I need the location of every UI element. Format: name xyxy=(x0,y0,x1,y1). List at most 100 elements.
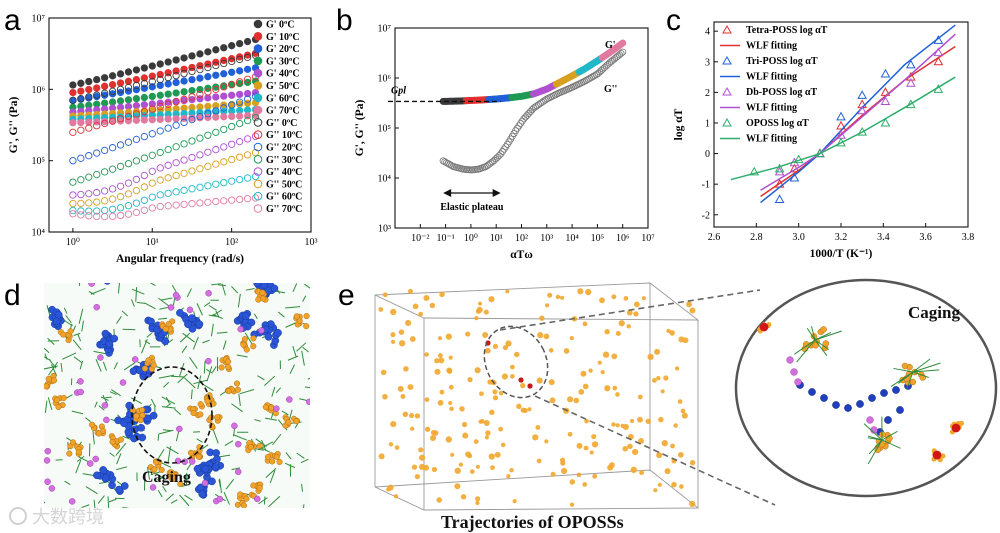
chain-segment xyxy=(135,287,138,302)
chain-segment xyxy=(92,430,95,445)
oposs-point xyxy=(513,351,520,358)
side-chain xyxy=(814,330,842,341)
chain-segment xyxy=(108,498,117,503)
x-tick-label-c: 2.6 xyxy=(708,232,721,243)
data-point xyxy=(196,85,204,94)
y-axis-title-c: log αT xyxy=(673,108,685,140)
oposs-point xyxy=(418,463,426,471)
data-point xyxy=(220,92,228,100)
oposs-point xyxy=(434,358,440,364)
chain-segment xyxy=(212,430,219,444)
chart-b: 10⁻² 10⁻¹ 10⁰ 10¹ 10² 10³ 10⁴ 10⁵ 10⁶ 10⁷ 10³ 10⁴ 10… xyxy=(354,24,655,262)
tracer-bead xyxy=(951,423,961,433)
data-point xyxy=(132,199,141,207)
chain-segment xyxy=(179,362,185,377)
data-point xyxy=(212,107,220,115)
data-point xyxy=(116,85,125,94)
data-point xyxy=(774,194,785,203)
oposs-point xyxy=(449,406,454,412)
data-point xyxy=(251,148,260,157)
cage-bead xyxy=(264,453,271,461)
data-point xyxy=(235,78,244,86)
oposs-point xyxy=(563,348,570,354)
data-point xyxy=(93,212,101,221)
cage-bead xyxy=(262,404,269,411)
data-point xyxy=(857,105,868,115)
cage-bead xyxy=(250,335,257,342)
oposs-point xyxy=(630,466,638,474)
oposs-point xyxy=(633,301,640,308)
oposs-point xyxy=(637,416,643,423)
data-point xyxy=(124,138,133,146)
cage-bead xyxy=(190,409,197,417)
cage-bead xyxy=(44,383,50,390)
elastic-plateau-label: Elastic plateau xyxy=(440,202,503,213)
cage-bead xyxy=(901,362,909,370)
data-point xyxy=(228,112,236,121)
oposs-point xyxy=(438,357,445,364)
plot-area-b xyxy=(439,39,627,174)
cage-bead xyxy=(259,289,266,296)
data-point xyxy=(148,72,156,80)
chain-segment xyxy=(186,288,192,298)
chain-segment xyxy=(302,346,309,353)
chain-segment xyxy=(236,354,248,358)
oposs-point xyxy=(483,420,490,427)
data-point xyxy=(196,113,204,121)
x-tick-label-a: 10² xyxy=(225,237,238,248)
data-point xyxy=(220,113,228,121)
chain-segment xyxy=(258,497,268,505)
chain-segment xyxy=(88,283,90,284)
chain-segment xyxy=(272,433,282,445)
data-point xyxy=(108,90,117,98)
data-point xyxy=(212,128,220,136)
data-point xyxy=(251,172,260,181)
master-curve-point xyxy=(619,48,627,56)
data-point xyxy=(69,128,77,136)
chain-segment xyxy=(76,455,85,462)
oposs-point xyxy=(473,439,479,444)
data-point xyxy=(85,124,93,132)
pink-bead xyxy=(205,357,212,365)
data-point xyxy=(933,47,944,57)
legend-label: Db-POSS log αT xyxy=(746,87,817,98)
pink-bead xyxy=(44,478,51,485)
oposs-point xyxy=(454,467,461,474)
master-curve-point xyxy=(589,73,597,81)
data-point xyxy=(108,117,117,125)
oposs-point xyxy=(663,375,669,381)
chain-segment xyxy=(181,345,188,353)
oposs-point xyxy=(475,496,481,502)
data-point xyxy=(180,77,188,85)
data-point xyxy=(188,75,196,84)
data-point xyxy=(204,63,212,72)
chain-segment xyxy=(144,302,156,310)
oposs-point xyxy=(469,469,475,474)
data-point xyxy=(906,59,916,69)
side-chain xyxy=(906,371,914,389)
chain-segment xyxy=(212,309,223,317)
data-point xyxy=(148,62,156,70)
blue-bead xyxy=(129,367,138,376)
data-point xyxy=(172,56,180,64)
linker-bead xyxy=(866,416,874,424)
chain-segment xyxy=(97,495,105,504)
chain-segment xyxy=(202,339,210,344)
oposs-point xyxy=(382,292,388,298)
legend-c: Tetra-POSS log αT WLF fitting Tri-POSS log… xyxy=(720,24,828,145)
data-point xyxy=(251,194,260,202)
oposs-point xyxy=(588,368,593,373)
chain-segment xyxy=(284,462,295,469)
chain-segment xyxy=(303,504,305,508)
chain-segment xyxy=(85,486,98,495)
oposs-point xyxy=(448,400,453,406)
chain-segment xyxy=(121,310,129,317)
cage-bead xyxy=(150,362,157,369)
legend-marker xyxy=(722,55,732,65)
data-point xyxy=(235,175,244,184)
oposs-point xyxy=(509,467,514,473)
chain-segment xyxy=(116,316,122,324)
oposs-point xyxy=(622,445,629,452)
data-point xyxy=(93,198,101,206)
data-point xyxy=(172,171,180,180)
